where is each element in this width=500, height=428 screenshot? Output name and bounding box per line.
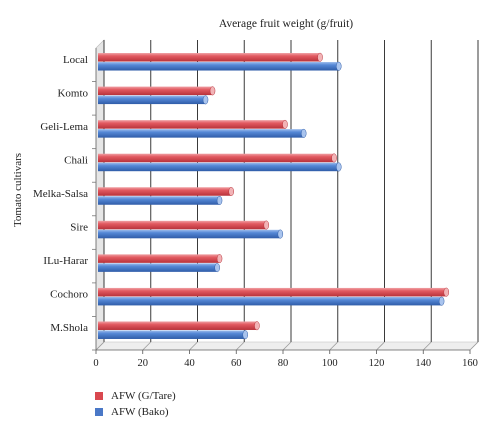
y-tick-label-6: ILu-Harar — [43, 255, 88, 267]
y-tick-label-8: M.Shola — [50, 322, 88, 334]
y-tick-label-1: Komto — [57, 87, 88, 99]
bar-1-3 — [98, 162, 342, 172]
gridline-floor-5 — [329, 341, 339, 351]
bar-1-1 — [98, 95, 209, 105]
bar-0-6 — [98, 254, 223, 264]
bar-1-4 — [98, 196, 223, 205]
legend-item-bako: AFW (Bako) — [95, 404, 176, 420]
x-tick-label-0: 0 — [93, 358, 98, 369]
bar-0-5 — [98, 220, 270, 230]
x-tick-label-1: 20 — [138, 358, 149, 369]
gridline-floor-6 — [376, 341, 385, 351]
x-tick-label-2: 40 — [184, 358, 195, 369]
x-tick-label-8: 160 — [462, 358, 478, 369]
x-tick-label-7: 140 — [415, 358, 431, 369]
y-tick-label-2: Geli-Lema — [40, 121, 88, 133]
gridline-floor-1 — [142, 341, 152, 351]
gridline-floor-0 — [95, 341, 105, 351]
gridline-floor-3 — [235, 341, 245, 351]
x-tick-label-6: 120 — [369, 358, 385, 369]
legend-item-gtare: AFW (G/Tare) — [95, 388, 176, 404]
legend-label-gtare: AFW (G/Tare) — [111, 390, 176, 402]
bar-1-2 — [98, 128, 307, 138]
bar-0-3 — [98, 153, 337, 163]
x-tick-label-4: 80 — [278, 358, 289, 369]
y-tick-label-7: Cochoro — [50, 289, 88, 301]
x-tick-label-5: 100 — [322, 358, 338, 369]
legend-swatch-bako — [95, 408, 103, 416]
chart-title: Average fruit weight (g/fruit) — [219, 18, 353, 30]
bar-0-0 — [98, 52, 323, 62]
gridline-floor-7 — [422, 341, 432, 351]
legend-swatch-gtare — [95, 392, 103, 400]
y-tick-label-4: Melka-Salsa — [33, 188, 88, 200]
y-axis-label: Tomato cultivars — [12, 153, 24, 227]
legend-label-bako: AFW (Bako) — [111, 406, 169, 418]
bar-1-7 — [98, 296, 445, 306]
y-tick-label-5: Sire — [70, 222, 88, 234]
bar-0-7 — [98, 287, 450, 297]
bar-1-6 — [98, 263, 220, 273]
bar-0-8 — [98, 321, 260, 331]
gridline-floor-2 — [189, 341, 198, 351]
bar-1-5 — [98, 229, 284, 239]
gridline-floor-8 — [469, 341, 479, 351]
bar-0-2 — [98, 119, 288, 129]
y-tick-label-0: Local — [63, 54, 88, 66]
bar-1-8 — [98, 330, 249, 340]
bar-0-1 — [98, 86, 216, 96]
bar-0-4 — [98, 187, 234, 196]
gridline-floor-4 — [282, 341, 292, 351]
legend: AFW (G/Tare) AFW (Bako) — [95, 388, 176, 420]
y-tick-label-3: Chali — [64, 154, 88, 166]
bar-1-0 — [98, 61, 342, 71]
x-tick-label-3: 60 — [231, 358, 242, 369]
